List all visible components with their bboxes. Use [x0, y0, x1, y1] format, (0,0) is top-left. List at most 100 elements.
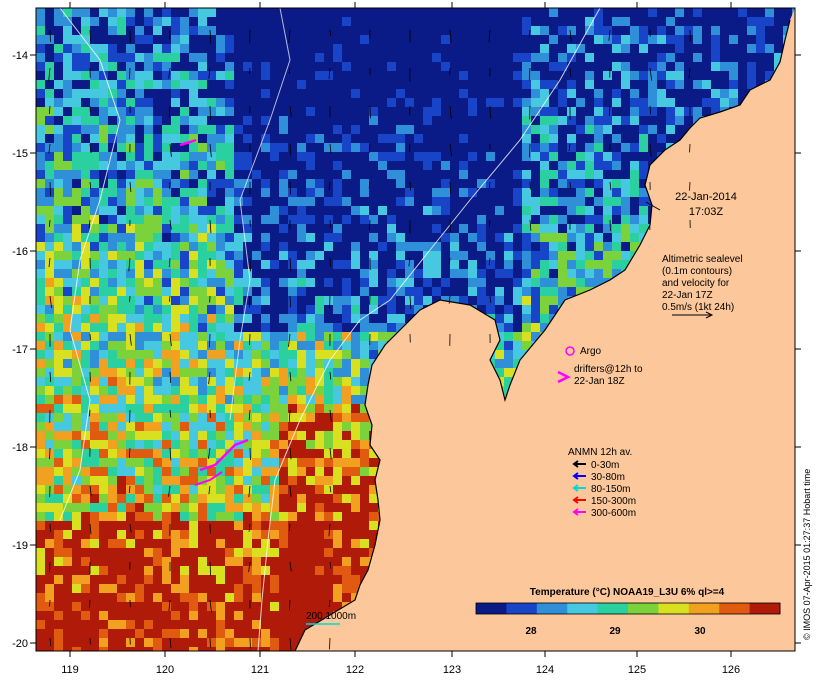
sst-pixel — [126, 413, 135, 422]
sst-pixel — [81, 314, 90, 323]
sst-pixel — [378, 80, 387, 89]
sst-pixel — [243, 494, 252, 503]
sst-pixel — [198, 89, 207, 98]
sst-pixel — [207, 278, 216, 287]
sst-pixel — [198, 395, 207, 404]
sst-pixel — [531, 314, 540, 323]
sst-pixel — [342, 314, 351, 323]
sst-pixel — [180, 458, 189, 467]
sst-pixel — [243, 404, 252, 413]
sst-pixel — [468, 80, 477, 89]
sst-pixel — [432, 188, 441, 197]
sst-pixel — [639, 188, 648, 197]
sst-pixel — [684, 98, 693, 107]
sst-pixel — [576, 224, 585, 233]
sst-pixel — [207, 251, 216, 260]
sst-pixel — [225, 8, 234, 17]
sst-pixel — [261, 422, 270, 431]
sst-pixel — [747, 17, 756, 26]
sst-pixel — [441, 260, 450, 269]
sst-pixel — [558, 125, 567, 134]
sst-pixel — [126, 71, 135, 80]
sst-pixel — [558, 197, 567, 206]
sst-pixel — [126, 404, 135, 413]
sst-pixel — [414, 80, 423, 89]
sst-pixel — [153, 296, 162, 305]
sst-pixel — [531, 233, 540, 242]
sst-pixel — [36, 62, 45, 71]
sst-pixel — [234, 116, 243, 125]
sst-pixel — [189, 485, 198, 494]
sst-pixel — [207, 359, 216, 368]
sst-pixel — [396, 161, 405, 170]
sst-pixel — [252, 476, 261, 485]
sst-pixel — [387, 314, 396, 323]
sst-pixel — [54, 260, 63, 269]
sst-pixel — [531, 323, 540, 332]
sst-pixel — [639, 179, 648, 188]
sst-pixel — [279, 314, 288, 323]
sst-pixel — [162, 107, 171, 116]
sst-pixel — [693, 53, 702, 62]
sst-pixel — [180, 161, 189, 170]
sst-pixel — [63, 89, 72, 98]
sst-pixel — [585, 242, 594, 251]
sst-pixel — [648, 44, 657, 53]
sst-pixel — [360, 125, 369, 134]
sst-pixel — [504, 161, 513, 170]
sst-pixel — [216, 251, 225, 260]
sst-pixel — [117, 503, 126, 512]
sst-pixel — [216, 476, 225, 485]
sst-pixel — [45, 530, 54, 539]
sst-pixel — [324, 161, 333, 170]
sst-pixel — [513, 206, 522, 215]
sst-pixel — [477, 278, 486, 287]
sst-pixel — [288, 125, 297, 134]
sst-pixel — [630, 242, 639, 251]
sst-pixel — [279, 53, 288, 62]
sst-pixel — [360, 80, 369, 89]
sst-pixel — [180, 89, 189, 98]
sst-pixel — [198, 449, 207, 458]
sst-pixel — [306, 269, 315, 278]
sst-pixel — [450, 206, 459, 215]
sst-pixel — [603, 8, 612, 17]
sst-pixel — [414, 71, 423, 80]
sst-pixel — [594, 134, 603, 143]
sst-pixel — [243, 71, 252, 80]
sst-pixel — [558, 188, 567, 197]
sst-pixel — [117, 278, 126, 287]
sst-pixel — [639, 26, 648, 35]
sst-pixel — [198, 485, 207, 494]
sst-pixel — [252, 359, 261, 368]
sst-pixel — [162, 269, 171, 278]
sst-pixel — [657, 125, 666, 134]
sst-pixel — [252, 188, 261, 197]
sst-pixel — [522, 17, 531, 26]
sst-pixel — [135, 188, 144, 197]
sst-pixel — [45, 233, 54, 242]
sst-pixel — [495, 134, 504, 143]
sst-pixel — [153, 458, 162, 467]
sst-pixel — [216, 287, 225, 296]
sst-pixel — [234, 17, 243, 26]
sst-pixel — [198, 386, 207, 395]
sst-pixel — [558, 98, 567, 107]
sst-pixel — [99, 296, 108, 305]
sst-pixel — [252, 512, 261, 521]
sst-pixel — [324, 71, 333, 80]
sst-pixel — [198, 278, 207, 287]
sst-pixel — [441, 116, 450, 125]
sst-pixel — [306, 305, 315, 314]
sst-pixel — [531, 53, 540, 62]
sst-pixel — [45, 476, 54, 485]
sst-pixel — [99, 458, 108, 467]
sst-pixel — [171, 35, 180, 44]
sst-pixel — [675, 89, 684, 98]
sst-pixel — [135, 278, 144, 287]
sst-pixel — [729, 44, 738, 53]
sst-pixel — [216, 224, 225, 233]
sst-pixel — [108, 98, 117, 107]
sst-pixel — [162, 62, 171, 71]
sst-pixel — [243, 422, 252, 431]
